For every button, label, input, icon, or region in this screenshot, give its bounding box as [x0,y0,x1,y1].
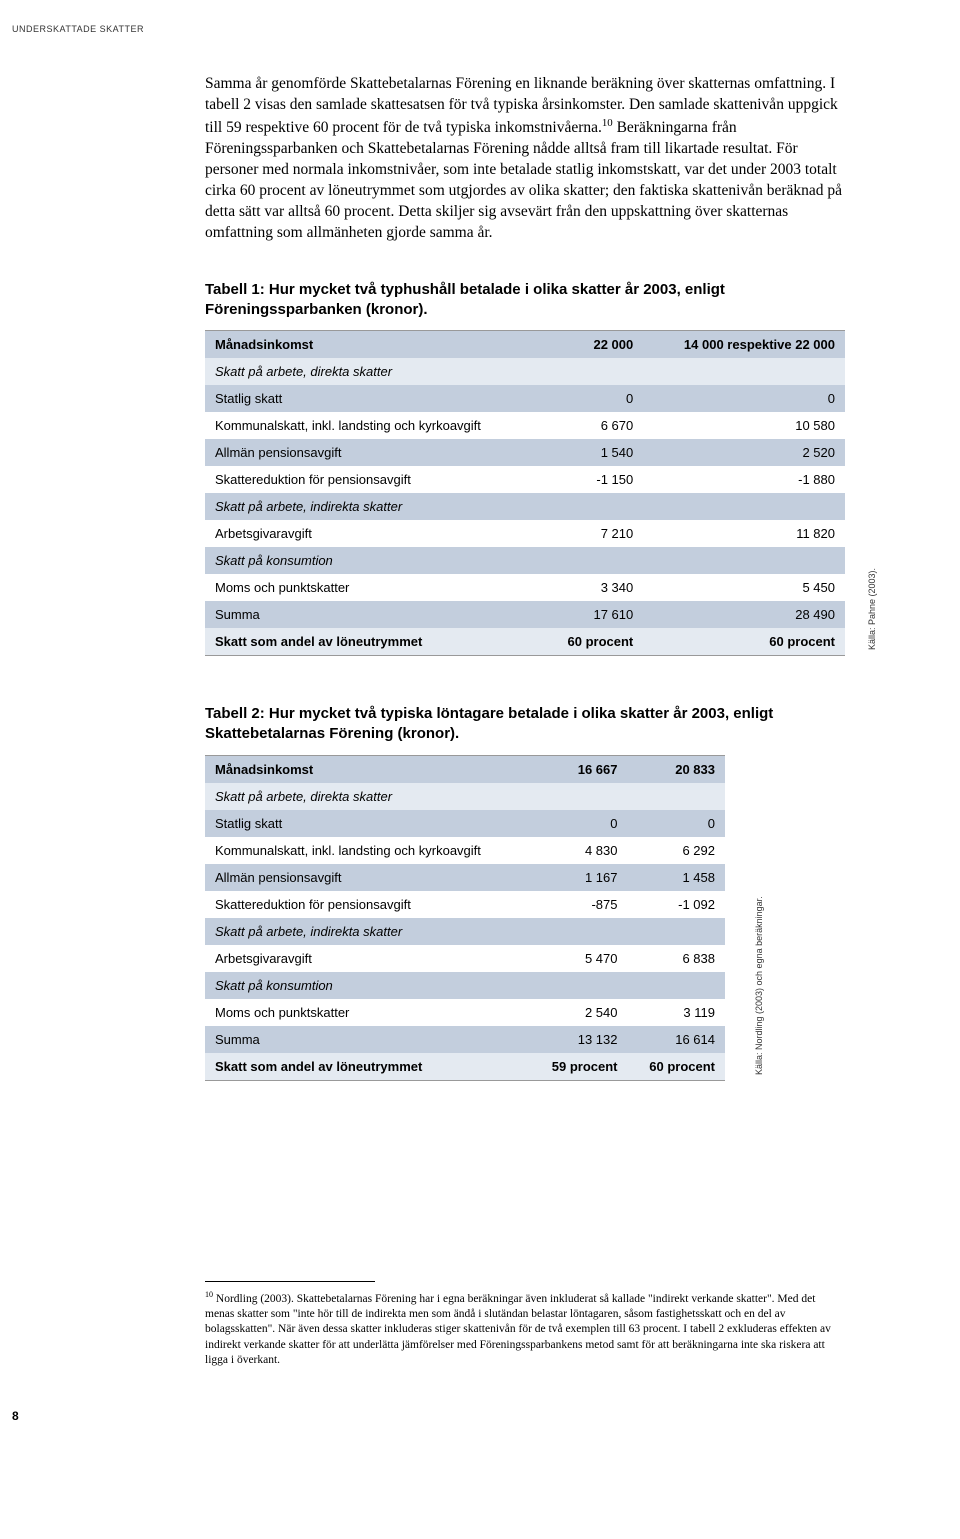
footnote-text: Nordling (2003). Skattebetalarnas Föreni… [205,1292,831,1366]
t2-r5-l: Arbetsgivaravgift [205,945,530,972]
t2-r4-a: -875 [530,891,627,918]
t1-head-label: Månadsinkomst [205,331,542,359]
body-text-a: Samma år genomförde Skattebetalarnas För… [205,75,838,136]
t1-share-a: 60 procent [542,628,643,656]
t1-sum-b: 28 490 [643,601,845,628]
t2-sum-b: 16 614 [628,1026,726,1053]
footnote-10: 10 Nordling (2003). Skattebetalarnas För… [205,1290,845,1369]
body-paragraph: Samma år genomförde Skattebetalarnas För… [205,74,845,244]
t1-r3-b: 2 520 [643,439,845,466]
t2-sum-l: Summa [205,1026,530,1053]
t1-share-b: 60 procent [643,628,845,656]
t2-sum-a: 13 132 [530,1026,627,1053]
section-header: UNDERSKATTADE SKATTER [12,24,900,34]
t2-sec-cons: Skatt på konsumtion [205,972,725,999]
t2-head-v2: 20 833 [628,755,726,783]
t1-sum-a: 17 610 [542,601,643,628]
t2-share-b: 60 procent [628,1053,726,1081]
t1-r6-l: Moms och punktskatter [205,574,542,601]
t2-r6-a: 2 540 [530,999,627,1026]
t1-r2-a: 6 670 [542,412,643,439]
t1-r4-a: -1 150 [542,466,643,493]
t2-r1-a: 0 [530,810,627,837]
t1-r1-a: 0 [542,385,643,412]
t1-r1-l: Statlig skatt [205,385,542,412]
footnote-ref-10: 10 [602,117,613,129]
t2-sec-indirect: Skatt på arbete, indirekta skatter [205,918,725,945]
t2-r4-l: Skattereduktion för pensionsavgift [205,891,530,918]
t1-sum-l: Summa [205,601,542,628]
t2-head-v1: 16 667 [530,755,627,783]
page-number: 8 [12,1409,900,1423]
t2-share-a: 59 procent [530,1053,627,1081]
t2-share-l: Skatt som andel av löneutrymmet [205,1053,530,1081]
t1-r5-b: 11 820 [643,520,845,547]
body-text-b: Beräkningarna från Föreningssparbanken o… [205,119,842,241]
t1-r3-a: 1 540 [542,439,643,466]
table1: Månadsinkomst 22 000 14 000 respektive 2… [205,330,845,656]
t1-sec-direct: Skatt på arbete, direkta skatter [205,358,845,385]
t1-r2-l: Kommunalskatt, inkl. landsting och kyrko… [205,412,542,439]
t1-r2-b: 10 580 [643,412,845,439]
table2: Månadsinkomst 16 667 20 833 Skatt på arb… [205,755,725,1081]
t1-head-v2: 14 000 respektive 22 000 [643,331,845,359]
table1-title: Tabell 1: Hur mycket två typhushåll beta… [205,280,845,321]
table1-source: Källa: Pahne (2003). [867,568,877,650]
t2-r1-l: Statlig skatt [205,810,530,837]
table2-title: Tabell 2: Hur mycket två typiska löntaga… [205,704,845,745]
t2-r3-b: 1 458 [628,864,726,891]
t1-r4-b: -1 880 [643,466,845,493]
t2-r6-b: 3 119 [628,999,726,1026]
table2-source: Källa: Nordling (2003) och egna beräknin… [754,896,764,1075]
t2-r1-b: 0 [628,810,726,837]
t2-r4-b: -1 092 [628,891,726,918]
t1-r5-a: 7 210 [542,520,643,547]
t2-r2-l: Kommunalskatt, inkl. landsting och kyrko… [205,837,530,864]
t1-sec-indirect: Skatt på arbete, indirekta skatter [205,493,845,520]
t1-head-v1: 22 000 [542,331,643,359]
footnote-num: 10 [205,1290,213,1299]
t2-r3-a: 1 167 [530,864,627,891]
t2-head-label: Månadsinkomst [205,755,530,783]
t2-r2-a: 4 830 [530,837,627,864]
t2-r5-a: 5 470 [530,945,627,972]
t1-share-l: Skatt som andel av löneutrymmet [205,628,542,656]
t1-r1-b: 0 [643,385,845,412]
t2-r3-l: Allmän pensionsavgift [205,864,530,891]
t2-r6-l: Moms och punktskatter [205,999,530,1026]
t1-r3-l: Allmän pensionsavgift [205,439,542,466]
t2-r2-b: 6 292 [628,837,726,864]
t1-sec-cons: Skatt på konsumtion [205,547,845,574]
t2-r5-b: 6 838 [628,945,726,972]
footnote-separator [205,1281,375,1282]
t1-r4-l: Skattereduktion för pensionsavgift [205,466,542,493]
t1-r5-l: Arbetsgivaravgift [205,520,542,547]
t1-r6-a: 3 340 [542,574,643,601]
t2-sec-direct: Skatt på arbete, direkta skatter [205,783,725,810]
t1-r6-b: 5 450 [643,574,845,601]
